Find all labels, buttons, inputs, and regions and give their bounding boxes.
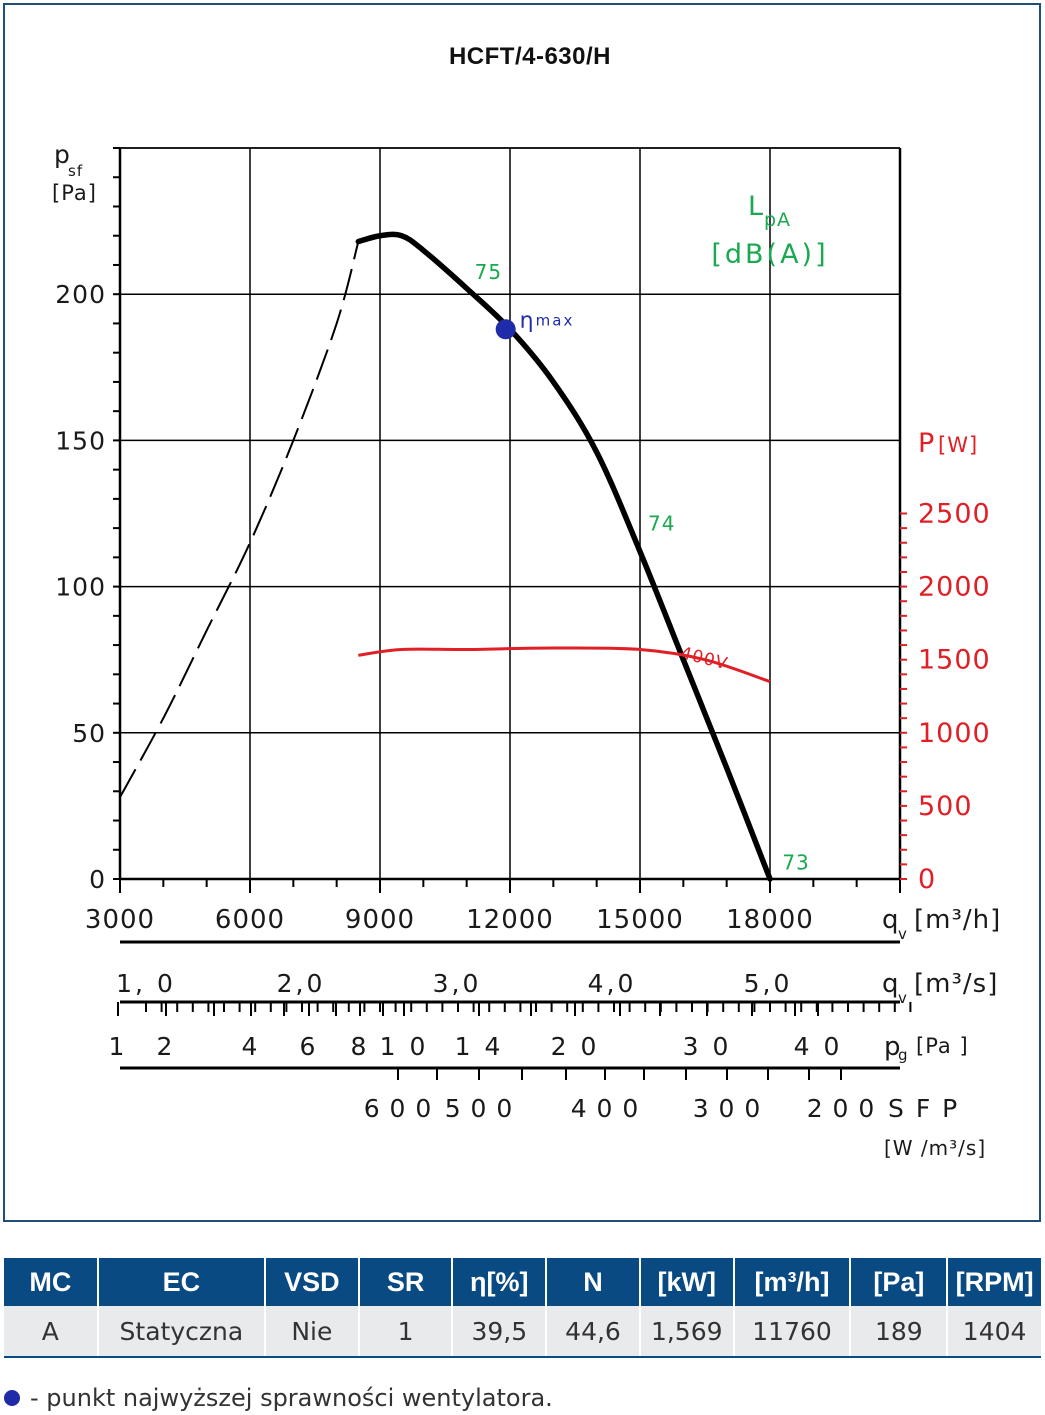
y2-tick-label: 2500 — [918, 499, 991, 530]
table-cell: A — [4, 1306, 99, 1358]
x-tick-label: 3000 — [85, 905, 155, 935]
eta-max-point — [495, 319, 516, 340]
header-cell: VSD — [265, 1258, 360, 1306]
y-axis-label-sub: sf — [68, 162, 83, 180]
pg-axis-label: p — [884, 1032, 902, 1062]
table-cell: 1 — [358, 1306, 454, 1358]
footnote-text: - punkt najwyższej sprawności wentylator… — [30, 1384, 553, 1412]
sfp-tick-label: 2 0 0 — [807, 1094, 876, 1123]
sfp-tick-label: 3 0 0 — [693, 1094, 762, 1123]
pg-tick-label: 2 — [157, 1032, 176, 1061]
y-axis-label: p — [54, 140, 71, 169]
table-cell: 39,5 — [452, 1306, 548, 1358]
y2-tick-label: 0 — [918, 864, 936, 895]
eta-max-label: η — [520, 308, 535, 333]
power-curve — [358, 646, 771, 684]
m3s-axis-unit: [m³/s] — [914, 969, 998, 999]
header-cell: [m³/h] — [733, 1258, 852, 1306]
y2-tick-label: 1500 — [918, 645, 991, 676]
noise-level-label: 73 — [782, 850, 809, 874]
header-cell: N — [546, 1258, 641, 1306]
table-cell: 44,6 — [546, 1306, 641, 1358]
noise-axis-unit: [dB(A)] — [711, 239, 828, 270]
sfp-axis-unit: [W /m³/s] — [884, 1136, 986, 1160]
chart-frame — [3, 3, 1041, 1222]
table-row: A Statyczna Nie 1 39,5 44,6 1,569 11760 … — [4, 1306, 1041, 1358]
noise-axis-label: L — [748, 191, 764, 222]
m3s-tick-label: 4,0 — [588, 969, 637, 998]
m3s-tick-label: 5,0 — [744, 969, 793, 998]
table-cell: Nie — [265, 1306, 360, 1358]
header-cell: η[%] — [452, 1258, 548, 1306]
header-cell: EC — [97, 1258, 267, 1306]
y-tick-label: 100 — [55, 573, 106, 602]
pg-tick-label: 3 0 — [683, 1032, 732, 1061]
pressure-curve — [355, 231, 773, 882]
pg-tick-label: 2 0 — [551, 1032, 600, 1061]
y-tick-label: 150 — [55, 426, 106, 455]
sfp-axis-label: S F P — [888, 1094, 959, 1123]
y2-tick-label: 1000 — [918, 718, 991, 749]
noise-axis-label-sub: pA — [764, 209, 791, 231]
y-tick-label: 200 — [55, 280, 106, 309]
m3s-tick-label: 2,0 — [277, 969, 326, 998]
sfp-tick-label: 4 0 0 — [571, 1094, 640, 1123]
x-tick-label: 18000 — [726, 905, 814, 935]
table-cell: 11760 — [733, 1306, 852, 1358]
pg-axis-unit: [Pa ] — [916, 1034, 969, 1058]
table-cell: 189 — [850, 1306, 949, 1358]
y2-tick-label: 2000 — [918, 572, 991, 603]
table-cell: Statyczna — [97, 1306, 267, 1358]
table-header-row: MC EC VSD SR η[%] N [kW] [m³/h] [Pa] [RP… — [4, 1258, 1041, 1306]
x-axis-label: q — [882, 905, 900, 935]
m3s-tick-label: 1, 0 — [116, 969, 176, 998]
y2-axis-unit: [W] — [938, 433, 978, 457]
eta-max-legend-dot — [4, 1390, 20, 1406]
sfp-tick-label: 6 0 0 — [364, 1094, 433, 1123]
table-cell: 1,569 — [639, 1306, 735, 1358]
header-cell: SR — [358, 1258, 454, 1306]
y-axis-unit: [Pa] — [52, 181, 97, 205]
pg-tick-label: 6 — [300, 1032, 319, 1061]
pg-tick-label: 8 — [351, 1032, 370, 1061]
x-tick-label: 9000 — [345, 905, 415, 935]
x-tick-label: 12000 — [466, 905, 554, 935]
y2-tick-label: 500 — [918, 791, 973, 822]
pg-tick-label: 1 — [109, 1032, 128, 1061]
m3s-tick-label: 3,0 — [433, 969, 482, 998]
header-cell: [RPM] — [947, 1258, 1041, 1306]
pg-tick-label: 1 4 — [455, 1032, 504, 1061]
pg-tick-label: 4 0 — [794, 1032, 843, 1061]
x-tick-label: 6000 — [215, 905, 285, 935]
pg-axis-label-sub: g — [898, 1046, 909, 1064]
x-axis-label-sub: v — [898, 925, 908, 943]
m3s-axis-label-sub: v — [898, 989, 908, 1007]
specs-table: MC EC VSD SR η[%] N [kW] [m³/h] [Pa] [RP… — [4, 1258, 1041, 1358]
chart-title: HCFT/4-630/H — [449, 43, 611, 70]
header-cell: MC — [4, 1258, 99, 1306]
header-cell: [Pa] — [850, 1258, 949, 1306]
x-axis-unit: [m³/h] — [914, 905, 1001, 935]
x-tick-label: 15000 — [596, 905, 684, 935]
pressure-curve-unstable — [119, 241, 360, 798]
y2-axis-label: P — [918, 428, 935, 459]
y-tick-label: 50 — [72, 719, 106, 748]
footnote: - punkt najwyższej sprawności wentylator… — [4, 1384, 553, 1412]
pg-tick-label: 1 0 — [380, 1032, 429, 1061]
m3s-axis-label: q — [882, 969, 900, 999]
pg-tick-label: 4 — [242, 1032, 261, 1061]
y-tick-label: 0 — [89, 865, 106, 894]
sfp-tick-label: 5 0 0 — [445, 1094, 514, 1123]
eta-max-label-sub: max — [536, 311, 575, 329]
header-cell: [kW] — [639, 1258, 735, 1306]
noise-level-label: 75 — [475, 260, 502, 284]
table-cell: 1404 — [947, 1306, 1041, 1358]
noise-level-label: 74 — [648, 511, 675, 535]
